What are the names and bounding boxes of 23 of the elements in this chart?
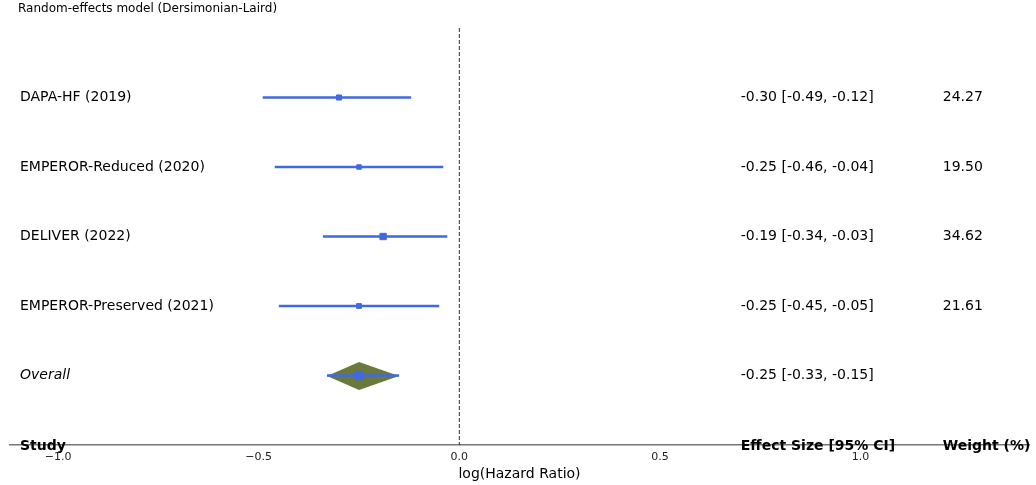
annotation: -0.25 [-0.46, -0.04] — [740, 157, 874, 174]
chart-title: Random-effects model (Dersimonian-Laird) — [18, 1, 278, 16]
annotation: 34.62 — [942, 227, 983, 244]
annotation: 24.27 — [942, 88, 983, 105]
y-tick-label: EMPEROR-Reduced (2020) — [20, 157, 205, 174]
x-tick-label: −0.5 — [245, 450, 273, 464]
annotation: -0.19 [-0.34, -0.03] — [740, 227, 874, 244]
annotation: -0.30 [-0.49, -0.12] — [740, 88, 874, 105]
y-tick-label: DAPA-HF (2019) — [20, 88, 132, 105]
annotation: 21.61 — [942, 296, 983, 313]
x-tick-label: 0.0 — [450, 450, 469, 464]
annotation: Study — [20, 436, 66, 453]
x-tick-label: 0.5 — [651, 450, 669, 464]
annotation: Weight (%) — [942, 436, 1031, 453]
y-tick-label: DELIVER (2022) — [20, 227, 131, 244]
x-tick-label: 1.0 — [851, 450, 870, 464]
y-tick-label: EMPEROR-Preserved (2021) — [20, 296, 214, 313]
x-axis-title: log(Hazard Ratio) — [458, 465, 581, 482]
annotation: Effect Size [95% CI] — [740, 436, 896, 453]
annotation: -0.25 [-0.45, -0.05] — [740, 296, 874, 313]
annotation: 19.50 — [942, 157, 983, 174]
annotation: -0.25 [-0.33, -0.15] — [740, 366, 874, 383]
y-tick-label: Overall — [20, 366, 71, 383]
